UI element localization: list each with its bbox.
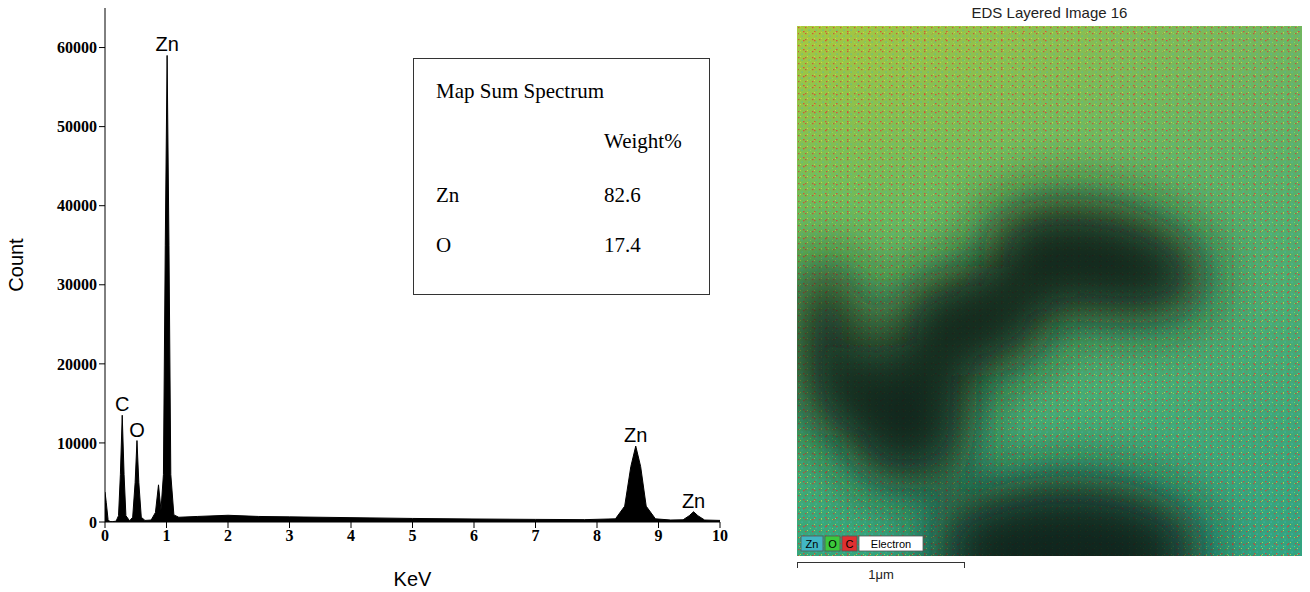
svg-text:Electron: Electron xyxy=(871,538,911,550)
svg-text:O: O xyxy=(828,538,837,550)
svg-text:10000: 10000 xyxy=(57,435,97,452)
svg-text:4: 4 xyxy=(347,527,355,544)
html-text:EDS Layered Image 16: EDS Layered Image 16 xyxy=(971,4,1128,21)
svg-text:0: 0 xyxy=(89,514,97,531)
html-text:Weight%: Weight% xyxy=(604,129,682,153)
svg-text:C: C xyxy=(115,393,129,415)
svg-text:1: 1 xyxy=(163,527,171,544)
svg-text:Zn: Zn xyxy=(806,538,819,550)
svg-text:Zn: Zn xyxy=(624,424,647,446)
svg-text:7: 7 xyxy=(532,527,540,544)
svg-text:8: 8 xyxy=(593,527,601,544)
svg-text:O: O xyxy=(129,419,145,441)
svg-text:Zn: Zn xyxy=(155,33,178,55)
html-text:Map Sum Spectrum: Map Sum Spectrum xyxy=(436,79,604,103)
svg-text:0: 0 xyxy=(101,527,109,544)
svg-text:9: 9 xyxy=(655,527,663,544)
svg-text:Zn: Zn xyxy=(682,490,705,512)
html-text:17.4: 17.4 xyxy=(604,233,641,257)
svg-text:5: 5 xyxy=(409,527,417,544)
html-text:O: O xyxy=(436,233,452,257)
html-text:1μm: 1μm xyxy=(868,567,894,582)
svg-text:C: C xyxy=(846,538,854,550)
svg-text:60000: 60000 xyxy=(57,39,97,56)
svg-text:Count: Count xyxy=(5,238,27,292)
svg-text:40000: 40000 xyxy=(57,197,97,214)
svg-text:KeV: KeV xyxy=(394,568,432,590)
svg-text:3: 3 xyxy=(286,527,294,544)
svg-text:30000: 30000 xyxy=(57,276,97,293)
svg-text:20000: 20000 xyxy=(57,356,97,373)
svg-text:50000: 50000 xyxy=(57,118,97,135)
html-text:Zn: Zn xyxy=(436,183,460,207)
svg-text:2: 2 xyxy=(224,527,232,544)
svg-text:10: 10 xyxy=(712,527,728,544)
svg-text:6: 6 xyxy=(470,527,478,544)
html-text:82.6: 82.6 xyxy=(604,183,641,207)
